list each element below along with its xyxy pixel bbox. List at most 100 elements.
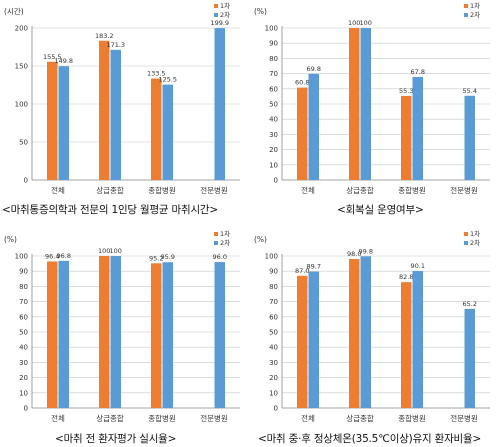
legend-label: 2차 (220, 238, 230, 247)
x-tick-label: 전문병원 (450, 413, 478, 423)
bar-2 (58, 66, 69, 180)
data-label: 65.2 (463, 300, 477, 308)
bar-2 (464, 95, 475, 180)
bar-1 (47, 61, 58, 180)
y-tick-label: 30 (269, 131, 278, 139)
y-tick-label: 30 (19, 359, 28, 367)
caption-recovery-room: <회복실 운영여부> (337, 204, 424, 216)
bar-2 (360, 28, 371, 180)
data-label: 96.8 (57, 252, 71, 260)
bar-1 (349, 28, 360, 180)
legend-swatch (464, 13, 468, 17)
data-label: 96.4 (45, 252, 59, 260)
data-label: 99.8 (359, 247, 373, 255)
x-tick-label: 전문병원 (450, 185, 478, 195)
y-tick-label: 60 (269, 313, 278, 321)
caption-pre-anesthesia-eval: <마취 전 환자평가 실시율> (55, 433, 177, 445)
x-tick-label: 전문병원 (200, 185, 228, 195)
x-tick-label: 상급종합 (96, 413, 124, 423)
data-label: 100 (98, 247, 110, 255)
y-tick-label: 40 (19, 344, 28, 352)
data-label: 96.0 (213, 253, 227, 261)
y-tick-label: 50 (269, 329, 278, 337)
legend-swatch (214, 241, 218, 245)
data-label: 60.8 (295, 79, 309, 87)
y-tick-label: 90 (269, 268, 278, 276)
bar-2 (360, 256, 371, 408)
y-tick-label: 0 (24, 177, 28, 185)
bar-2 (58, 260, 69, 408)
bar-2 (214, 262, 225, 408)
y-tick-label: 70 (269, 298, 278, 306)
bar-1 (401, 95, 412, 180)
data-label: 100 (360, 19, 372, 27)
y-tick-label: 80 (19, 283, 28, 291)
legend-swatch (464, 241, 468, 245)
bar-2 (214, 28, 225, 180)
y-tick-label: 20 (19, 374, 28, 382)
caption-normothermia: <마취 중·후 정상체온(35.5℃이상)유지 환자비율> (258, 433, 482, 445)
y-tick-label: 60 (19, 313, 28, 321)
y-tick-label: 100 (15, 101, 28, 109)
y-axis-label: (%) (4, 235, 17, 244)
bar-2 (412, 76, 423, 180)
legend-swatch (214, 4, 218, 8)
legend-swatch (464, 232, 468, 236)
y-tick-label: 100 (15, 253, 28, 261)
y-tick-label: 40 (269, 116, 278, 124)
data-label: 155.5 (43, 53, 62, 61)
y-tick-label: 50 (269, 101, 278, 109)
data-label: 95.2 (149, 254, 163, 262)
data-label: 87.0 (295, 267, 309, 275)
y-tick-label: 200 (15, 25, 28, 33)
y-tick-label: 10 (269, 161, 278, 169)
x-tick-label: 종합병원 (398, 186, 426, 195)
legend-label: 1차 (470, 229, 480, 238)
y-tick-label: 40 (269, 344, 278, 352)
y-tick-label: 80 (269, 55, 278, 63)
data-label: 82.8 (399, 273, 413, 281)
y-tick-label: 100 (265, 25, 278, 33)
data-label: 183.2 (95, 32, 114, 40)
y-tick-label: 0 (24, 405, 28, 413)
x-tick-label: 전체 (301, 185, 315, 195)
y-tick-label: 50 (19, 139, 28, 147)
y-tick-label: 80 (269, 283, 278, 291)
x-tick-label: 전체 (51, 185, 65, 195)
data-label: 133.5 (147, 70, 166, 78)
data-label: 55.3 (399, 87, 413, 95)
chart-normothermia: (%) 0 10 20 30 40 50 60 70 80 90 100 전체 87.0 89.7 상급종합 9… (250, 228, 500, 428)
data-label: 90.1 (411, 262, 425, 270)
data-label: 199.9 (210, 19, 229, 27)
x-tick-label: 전체 (301, 413, 315, 423)
data-label: 95.9 (161, 253, 175, 261)
y-tick-label: 60 (269, 85, 278, 93)
data-label: 69.8 (307, 65, 321, 73)
bar-2 (308, 73, 319, 180)
chart-recovery-room: (%) 0 10 20 30 40 50 60 70 80 90 100 전체 60.8 69.8 상급종합 1… (250, 0, 500, 200)
y-tick-label: 20 (269, 146, 278, 154)
y-tick-label: 10 (269, 389, 278, 397)
bar-2 (412, 271, 423, 408)
bar-2 (110, 49, 121, 181)
bar-2 (308, 271, 319, 408)
x-tick-label: 상급종합 (346, 185, 374, 195)
legend-label: 1차 (220, 229, 230, 238)
bar-2 (464, 308, 475, 408)
bar-1 (151, 78, 162, 180)
y-tick-label: 10 (19, 389, 28, 397)
legend-swatch (464, 4, 468, 8)
bar-1 (47, 261, 58, 408)
y-tick-label: 70 (269, 70, 278, 78)
bar-1 (401, 282, 412, 408)
data-label: 149.8 (54, 57, 73, 65)
bar-1 (99, 256, 110, 408)
y-tick-label: 0 (274, 405, 278, 413)
data-label: 125.5 (158, 76, 177, 84)
x-tick-label: 종합병원 (148, 186, 176, 195)
y-tick-label: 20 (269, 374, 278, 382)
legend-swatch (214, 232, 218, 236)
data-label: 67.8 (411, 68, 425, 76)
bar-2 (110, 256, 121, 408)
y-tick-label: 70 (19, 298, 28, 306)
